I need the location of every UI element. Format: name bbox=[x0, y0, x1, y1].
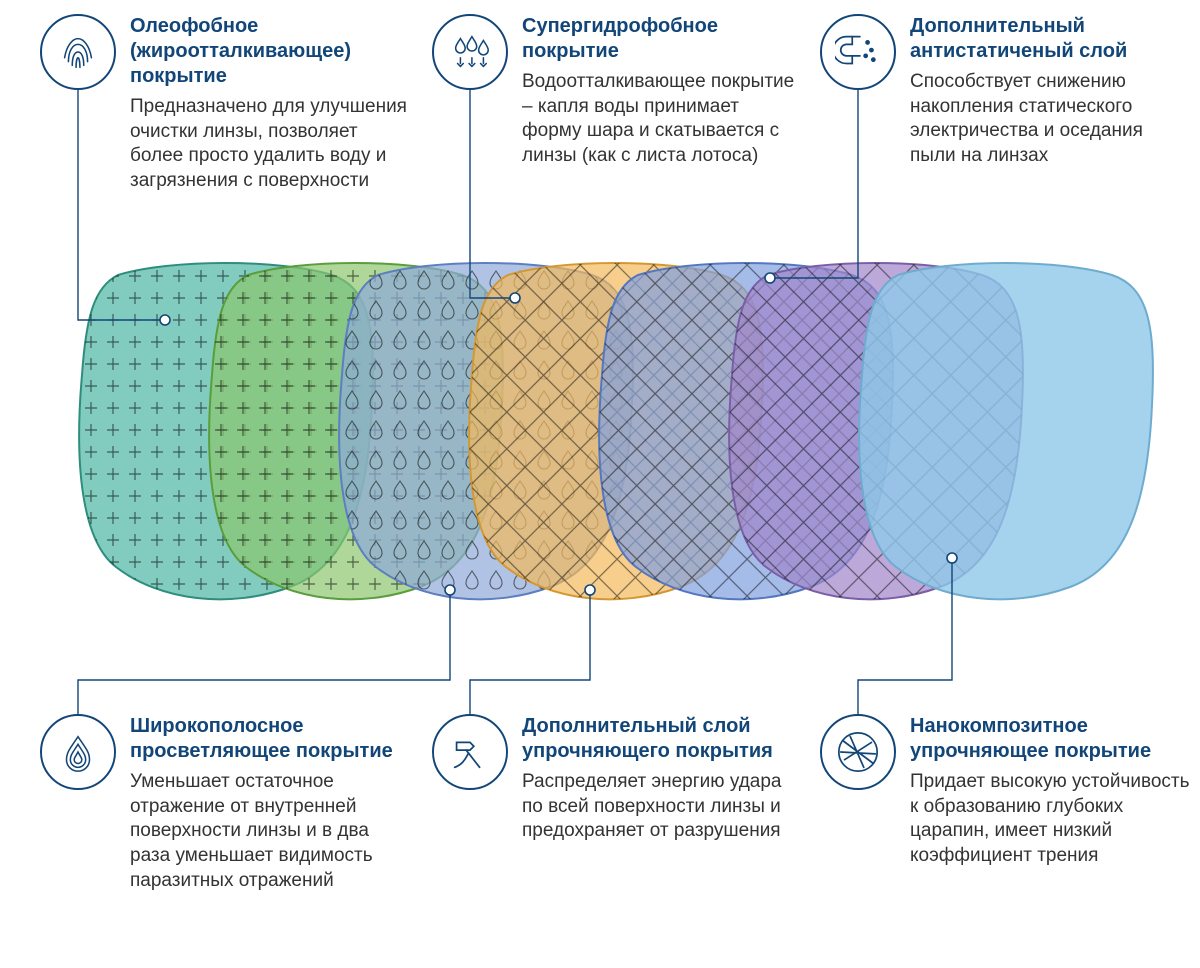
drops-icon bbox=[432, 14, 508, 90]
hammer-icon bbox=[432, 714, 508, 790]
block-title: Нанокомпозитное упрочняющее покрытие bbox=[910, 714, 1190, 764]
info-block-top_right: Дополнительный антистатиченый слой Спосо… bbox=[820, 14, 1190, 169]
lens-layer-antistatic bbox=[599, 263, 893, 599]
block-desc: Способствует снижению накопления статиче… bbox=[910, 70, 1190, 169]
info-block-bot_left: Широкополосное просветляющее покрытие Ум… bbox=[40, 714, 410, 893]
lens-layer-impact bbox=[469, 263, 763, 599]
block-title: Дополнительный слой упрочняющего покрыти… bbox=[522, 714, 802, 764]
info-block-top_left: Олеофобное (жироотталкивающее) покрытие … bbox=[40, 14, 410, 194]
scratch-icon bbox=[820, 714, 896, 790]
block-title: Дополнительный антистатиченый слой bbox=[910, 14, 1190, 64]
block-title: Олеофобное (жироотталкивающее) покрытие bbox=[130, 14, 410, 89]
connector-bot_left bbox=[78, 590, 450, 714]
connector-bot_mid bbox=[470, 590, 590, 714]
lens-layer-base bbox=[859, 263, 1153, 599]
block-desc: Предназначено для улучшения очистки линз… bbox=[130, 95, 410, 194]
connector-bot_right bbox=[858, 558, 952, 714]
block-title: Широкополосное просветляющее покрытие bbox=[130, 714, 410, 764]
magnet-icon bbox=[820, 14, 896, 90]
block-desc: Придает высокую устойчивость к образован… bbox=[910, 770, 1190, 869]
lens-layer-hydrophobic bbox=[339, 263, 633, 599]
info-block-bot_right: Нанокомпозитное упрочняющее покрытие При… bbox=[820, 714, 1190, 869]
info-block-bot_mid: Дополнительный слой упрочняющего покрыти… bbox=[432, 714, 802, 844]
rings-icon bbox=[40, 714, 116, 790]
lens-layer-antireflect bbox=[209, 263, 503, 599]
block-desc: Водоотталкивающее покрытие – капля воды … bbox=[522, 70, 802, 169]
block-title: Супергидрофобное покрытие bbox=[522, 14, 802, 64]
lens-layer-nanocomp bbox=[729, 263, 1023, 599]
info-block-top_mid: Супергидрофобное покрытие Водоотталкиваю… bbox=[432, 14, 802, 169]
lens-layers bbox=[79, 263, 1153, 599]
block-desc: Уменьшает остаточное отражение от внутре… bbox=[130, 770, 410, 893]
lens-layer-oleophobic bbox=[79, 263, 373, 599]
fingerprint-icon bbox=[40, 14, 116, 90]
block-desc: Распределяет энергию удара по всей повер… bbox=[522, 770, 802, 844]
